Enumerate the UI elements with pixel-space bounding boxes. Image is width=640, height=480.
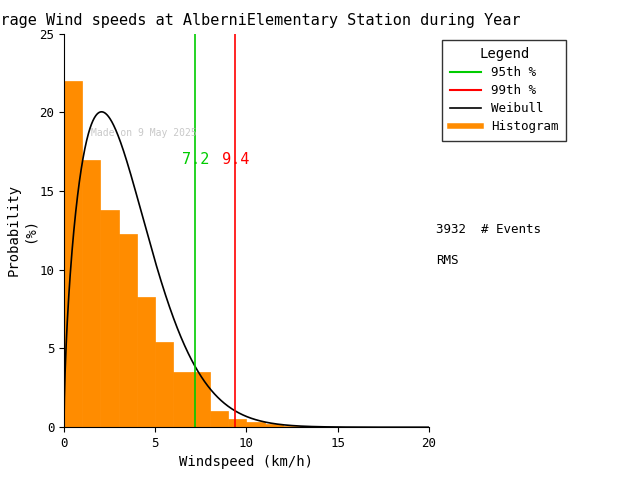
Text: 7.2: 7.2 <box>182 152 209 167</box>
Bar <box>137 297 156 427</box>
Bar <box>100 210 119 427</box>
Title: Average Wind speeds at AlberniElementary Station during Year: Average Wind speeds at AlberniElementary… <box>0 13 520 28</box>
Text: RMS: RMS <box>436 254 459 267</box>
X-axis label: Windspeed (km/h): Windspeed (km/h) <box>179 456 314 469</box>
Bar <box>119 234 137 427</box>
Bar <box>228 420 246 427</box>
Bar <box>192 372 210 427</box>
Legend: 95th %, 99th %, Weibull, Histogram: 95th %, 99th %, Weibull, Histogram <box>442 40 566 141</box>
Bar <box>210 411 228 427</box>
Bar <box>265 424 283 427</box>
Bar <box>283 426 301 427</box>
Y-axis label: Probability
(%): Probability (%) <box>6 184 36 276</box>
Bar <box>83 159 100 427</box>
Bar <box>173 372 192 427</box>
Text: 9.4: 9.4 <box>222 152 249 167</box>
Text: Made on 9 May 2025: Made on 9 May 2025 <box>92 128 197 138</box>
Text: 3932  # Events: 3932 # Events <box>436 223 541 236</box>
Bar <box>64 81 83 427</box>
Bar <box>246 422 265 427</box>
Bar <box>156 342 173 427</box>
Bar <box>301 426 319 427</box>
